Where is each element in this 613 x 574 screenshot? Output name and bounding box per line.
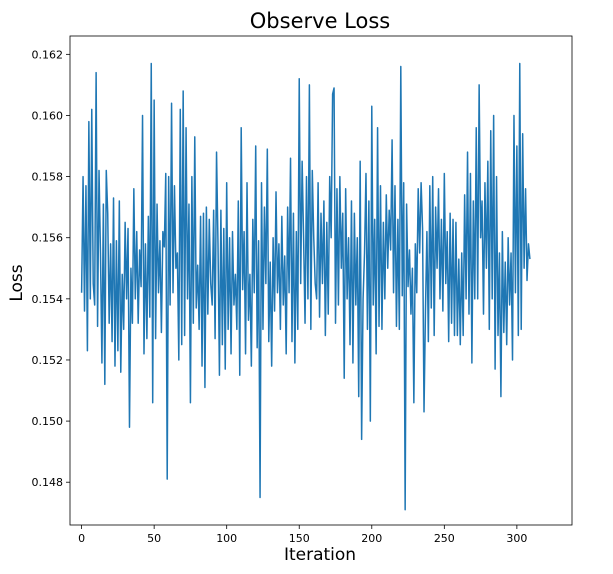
y-tick-label: 0.162 — [32, 48, 64, 61]
series — [80, 62, 531, 511]
plot-frame — [69, 35, 573, 526]
y-tick-label: 0.160 — [32, 109, 64, 122]
x-tick-label: 200 — [361, 532, 382, 545]
y-tick-label: 0.156 — [32, 232, 64, 245]
y-axis-title: Loss — [7, 264, 27, 301]
x-tick-label: 0 — [78, 532, 85, 545]
y-tick-label: 0.158 — [32, 171, 64, 184]
axes: 0 50 100 150 200 250 300 0.148 0.150 0.152 0.154 0.… — [32, 48, 528, 545]
y-tick-label: 0.148 — [32, 476, 64, 489]
x-tick-label: 250 — [434, 532, 455, 545]
x-tick-label: 150 — [289, 532, 310, 545]
x-tick-label: 50 — [147, 532, 161, 545]
series-line-0 — [80, 62, 531, 511]
x-tick-label: 300 — [506, 532, 527, 545]
x-axis-title: Iteration — [284, 545, 356, 565]
chart-title: Observe Loss — [250, 9, 390, 33]
y-tick-label: 0.150 — [32, 415, 64, 428]
y-tick-label: 0.154 — [32, 293, 64, 306]
y-tick-label: 0.152 — [32, 354, 64, 367]
x-tick-label: 100 — [216, 532, 237, 545]
